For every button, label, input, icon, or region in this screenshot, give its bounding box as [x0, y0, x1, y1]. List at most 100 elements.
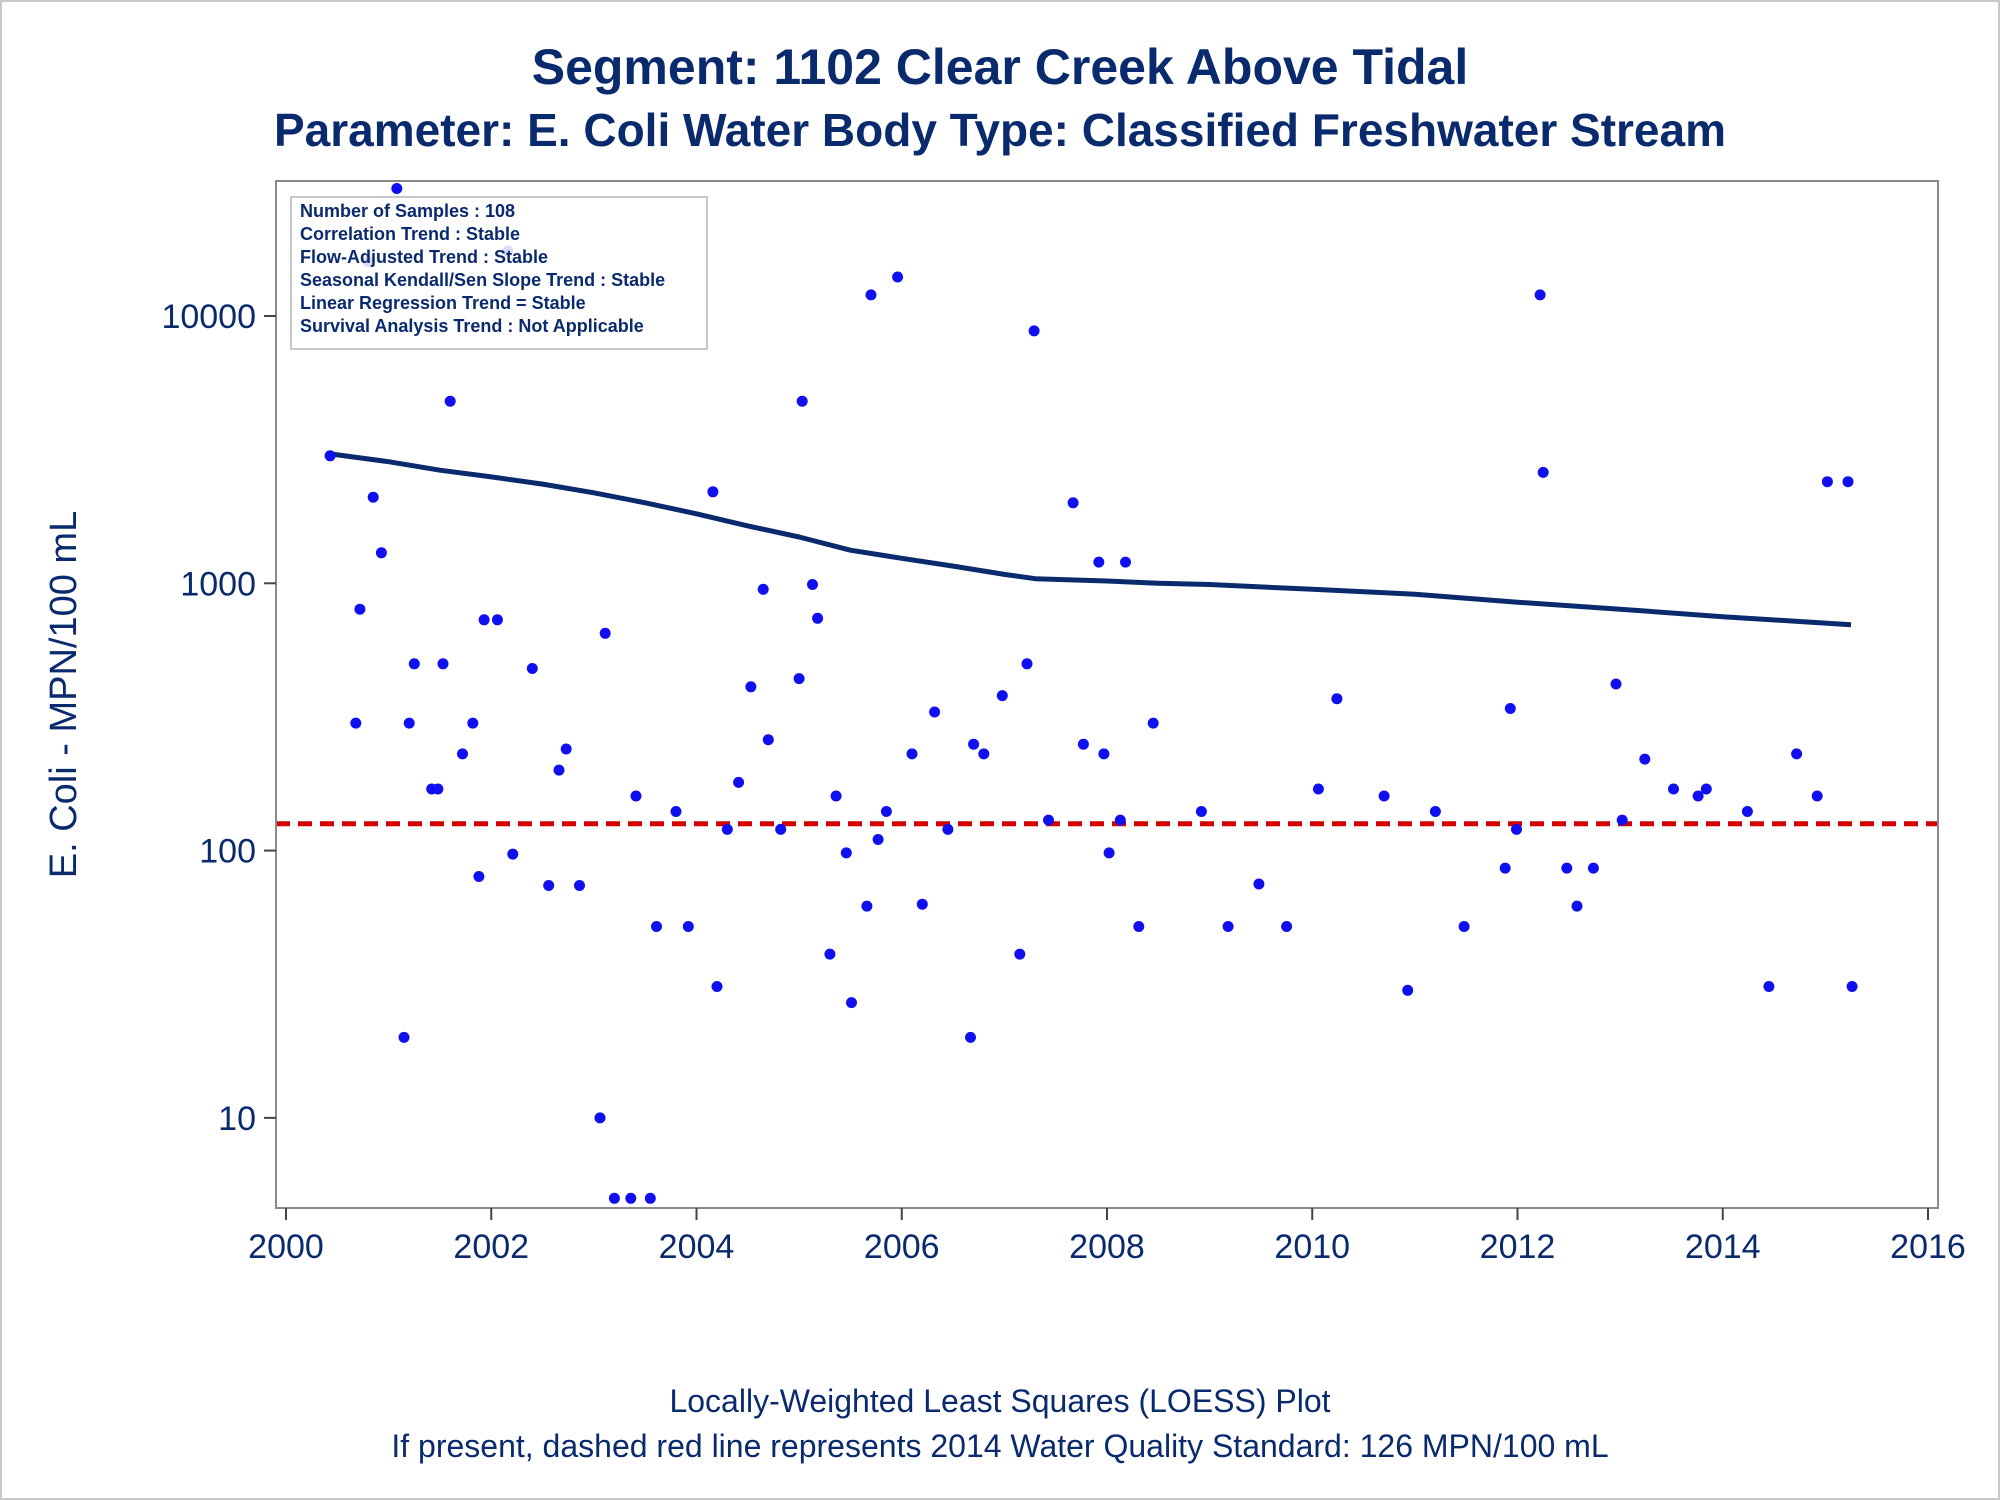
data-point — [1610, 678, 1622, 690]
data-point — [1077, 738, 1089, 750]
data-point — [1133, 921, 1145, 932]
y-tick-label: 10000 — [161, 298, 256, 336]
data-point — [324, 450, 336, 462]
data-point — [1098, 748, 1110, 760]
data-point — [1561, 862, 1573, 874]
data-point — [824, 948, 836, 960]
data-point — [651, 921, 662, 932]
data-point — [398, 1031, 410, 1043]
data-point — [1312, 783, 1324, 795]
data-point — [1741, 806, 1753, 817]
data-point — [1846, 981, 1858, 992]
data-point — [906, 748, 918, 760]
data-point — [1537, 466, 1549, 478]
data-point — [775, 823, 787, 835]
stats-inset-line: Survival Analysis Trend : Not Applicable — [300, 316, 644, 336]
x-tick-label: 2002 — [453, 1228, 529, 1266]
data-point — [408, 658, 420, 670]
data-point — [1222, 921, 1234, 932]
data-point — [560, 743, 572, 755]
data-point — [1378, 790, 1390, 802]
loess-curve — [329, 451, 1852, 628]
data-point — [1028, 325, 1040, 337]
stats-inset-line: Linear Regression Trend = Stable — [300, 293, 586, 313]
x-tick-label: 2006 — [864, 1228, 940, 1266]
data-point — [682, 921, 694, 932]
chart-title: Segment: 1102 Clear Creek Above Tidal — [531, 39, 1469, 95]
data-point — [1093, 556, 1105, 568]
data-point — [1195, 806, 1207, 817]
x-tick-label: 2014 — [1685, 1228, 1761, 1266]
data-point — [916, 898, 928, 910]
data-point — [1511, 823, 1522, 835]
data-point — [1692, 790, 1704, 802]
data-point — [1534, 289, 1546, 301]
data-point — [543, 880, 555, 891]
data-point — [1639, 753, 1651, 765]
data-point — [630, 790, 642, 802]
data-point — [1429, 806, 1441, 817]
data-point — [432, 783, 444, 795]
data-point — [745, 681, 757, 693]
data-point — [793, 673, 805, 685]
data-point — [1791, 748, 1803, 760]
data-point — [929, 706, 941, 718]
data-point — [872, 834, 884, 845]
data-point — [507, 848, 519, 860]
x-tick-label: 2004 — [659, 1228, 735, 1266]
data-point — [644, 1192, 656, 1204]
y-tick-label: 100 — [199, 833, 256, 871]
data-point — [865, 289, 877, 301]
data-point — [599, 627, 611, 639]
data-points-layer — [324, 183, 1858, 1204]
stats-inset-line: Flow-Adjusted Trend : Stable — [300, 247, 548, 267]
data-point — [1821, 476, 1833, 488]
data-point — [1043, 814, 1054, 826]
data-point — [1402, 984, 1414, 996]
stats-inset: Number of Samples : 108 Correlation Trend… — [290, 196, 708, 350]
data-point — [707, 486, 719, 498]
data-point — [830, 790, 842, 802]
data-point — [1120, 556, 1131, 568]
data-point — [1014, 948, 1026, 960]
data-point — [1021, 658, 1033, 670]
data-point — [807, 579, 818, 590]
data-point — [1571, 900, 1583, 912]
data-point — [1458, 921, 1470, 932]
x-tick-label: 2012 — [1480, 1228, 1556, 1266]
x-tick-label: 2008 — [1069, 1228, 1145, 1266]
data-point — [1103, 847, 1115, 859]
stats-inset-line: Seasonal Kendall/Sen Slope Trend : Stabl… — [300, 270, 665, 290]
data-point — [1763, 981, 1775, 992]
data-point — [796, 395, 808, 407]
data-point — [1616, 814, 1628, 826]
data-point — [375, 547, 387, 559]
data-point — [1067, 497, 1079, 509]
data-point — [840, 847, 852, 859]
data-point — [757, 583, 769, 595]
data-point — [1587, 862, 1599, 874]
x-tick-label: 2016 — [1890, 1228, 1966, 1266]
data-point — [721, 823, 733, 835]
chart-subtitle: Parameter: E. Coli Water Body Type: Clas… — [273, 104, 1726, 156]
data-point — [1504, 703, 1516, 714]
stats-inset-box — [290, 196, 708, 350]
x-tick-label: 2010 — [1274, 1228, 1350, 1266]
data-point — [608, 1192, 620, 1204]
data-point — [574, 880, 585, 891]
data-point — [473, 871, 485, 882]
stats-inset-line: Number of Samples : 108 — [300, 201, 515, 221]
data-point — [1281, 921, 1293, 932]
data-point — [996, 690, 1008, 702]
data-point — [367, 491, 379, 503]
data-point — [670, 806, 682, 817]
data-point — [437, 658, 449, 670]
data-point — [942, 823, 954, 835]
data-point — [1811, 790, 1823, 802]
axes: 2000 2002 2004 2006 2008 2010 2012 2014 2016 10 10… — [43, 298, 1966, 1266]
data-point — [444, 395, 456, 407]
data-point — [467, 717, 479, 729]
data-point — [1331, 693, 1343, 705]
x-tick-label: 2000 — [248, 1228, 324, 1266]
